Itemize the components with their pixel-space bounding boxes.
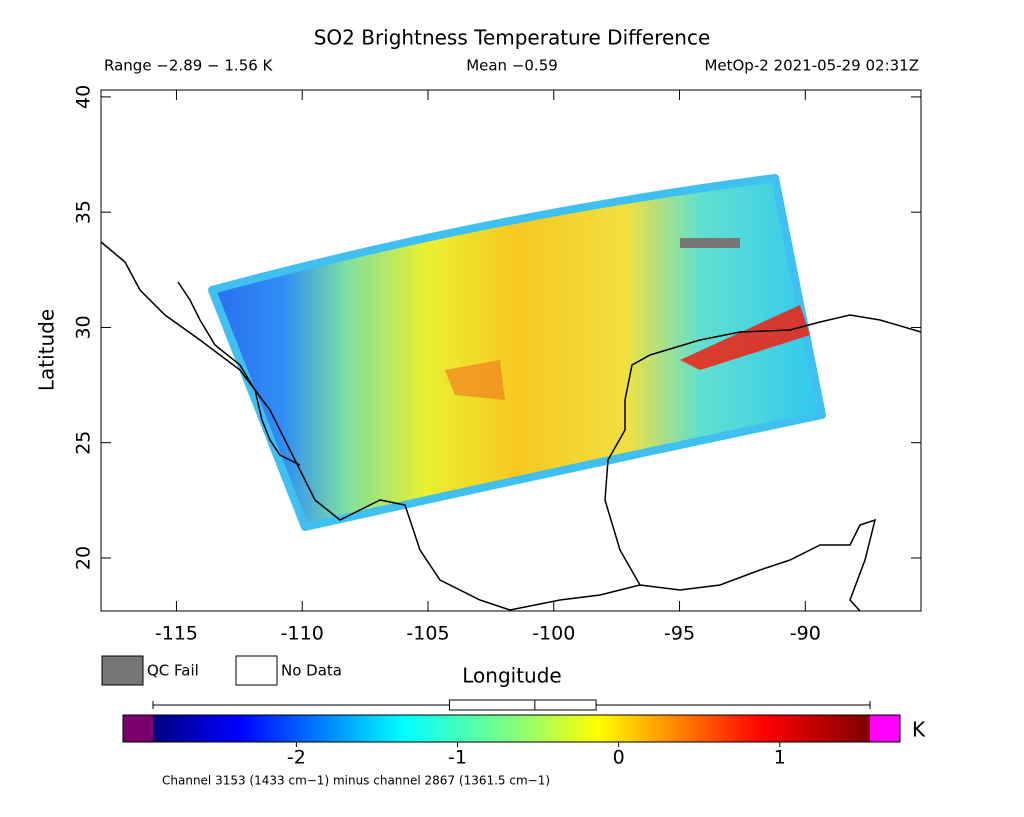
coastline [100,241,922,612]
colorbar-frame [122,714,901,743]
x-axis-label: Longitude [462,664,561,688]
x-tick-label: -110 [281,623,324,645]
legend-swatch [101,655,144,686]
colorbar-tick-label: 0 [613,747,625,769]
swath [208,174,826,531]
subtitle: MetOp-2 2021-05-29 02:31Z [704,57,919,75]
y-tick-label: 25 [73,431,95,455]
legend-label: QC Fail [147,662,199,680]
footnote: Channel 3153 (1433 cm−1) minus channel 2… [162,774,550,788]
colorbar [153,715,870,742]
x-tick-label: -105 [406,623,449,645]
subtitle: Mean −0.59 [466,57,558,75]
y-tick-label: 20 [73,546,95,570]
colorbar-unit: K [912,718,926,742]
x-tick-label: -115 [155,623,198,645]
legend-swatch [235,655,278,686]
legend-label: No Data [281,662,342,680]
x-tick-label: -100 [532,623,575,645]
colorbar-over [870,715,900,742]
x-tick-label: -95 [664,623,695,645]
qc-fail-pixels [680,238,740,248]
subtitle: Range −2.89 − 1.56 K [104,57,274,75]
y-tick-label: 40 [73,85,95,109]
colorbar-tick-label: 1 [774,747,786,769]
y-tick-label: 35 [73,200,95,224]
x-tick-label: -90 [790,623,821,645]
y-axis-label: Latitude [35,309,59,391]
plot-frame [100,89,922,612]
box [448,699,597,711]
y-tick-label: 30 [73,315,95,339]
chart-title: SO2 Brightness Temperature Difference [314,26,711,50]
colorbar-tick-label: -1 [448,747,467,769]
colorbar-under [123,715,153,742]
colorbar-tick-label: -2 [287,747,306,769]
